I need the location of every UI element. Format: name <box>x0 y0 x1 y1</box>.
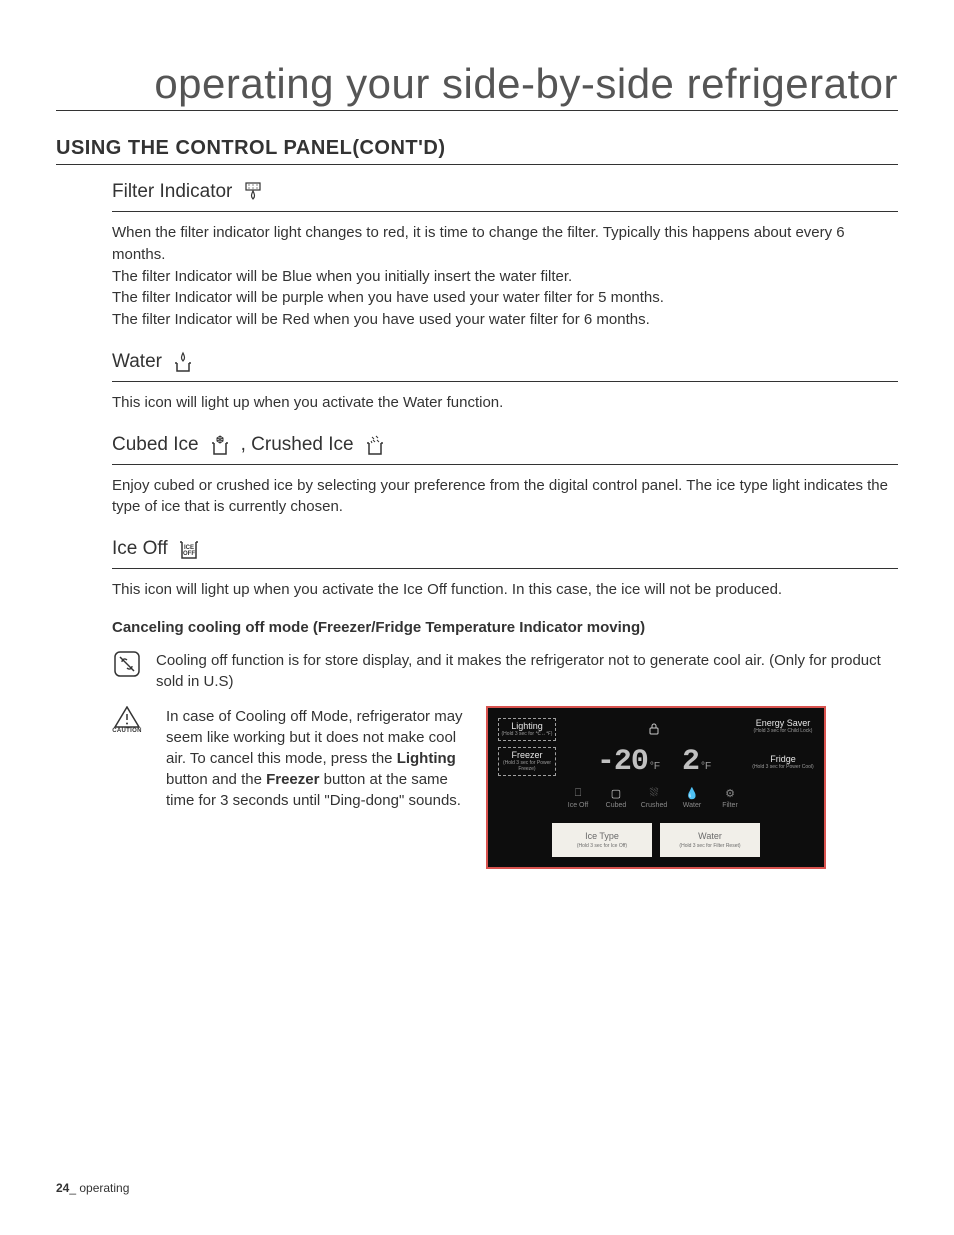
iceoff-body: This icon will light up when you activat… <box>112 579 898 601</box>
panel-fridge-button[interactable]: Fridge (Hold 3 sec for Power Cool) <box>752 754 814 770</box>
note2-b: Lighting <box>397 750 456 767</box>
section-heading: USING THE CONTROL PANEL(CONT'D) <box>56 137 898 165</box>
note-row: Cooling off function is for store displa… <box>112 650 898 692</box>
panel-water-sub: (Hold 3 sec for Filter Reset) <box>664 843 756 849</box>
filter-body: When the filter indicator light changes … <box>112 222 898 331</box>
lock-icon <box>556 722 752 739</box>
panel-energy-button[interactable]: Energy Saver (Hold 3 sec for Child Lock) <box>752 718 814 734</box>
note2-text: In case of Cooling off Mode, refrigerato… <box>166 706 466 811</box>
water-body: This icon will light up when you activat… <box>112 392 898 414</box>
note2-c: button and the <box>166 771 266 788</box>
panel-fridge-temp: 2°F <box>682 745 711 779</box>
water-heading: Water <box>112 349 898 382</box>
panel-water-button[interactable]: Water (Hold 3 sec for Filter Reset) <box>660 823 760 857</box>
panel-freezer-temp: -20°F <box>597 745 660 779</box>
svg-text:OFF: OFF <box>183 551 195 557</box>
iceoff-heading-text: Ice Off <box>112 538 168 560</box>
panel-cubed-indicator: ▢Cubed <box>599 787 633 809</box>
panel-icon-row: ⎕Ice Off ▢Cubed ⛆Crushed 💧Water ⚙Filter <box>556 787 752 809</box>
cubed-text: Cubed Ice <box>112 434 199 456</box>
control-panel: Lighting (Hold 3 sec for ℃↔℉) Freezer (H… <box>486 706 826 869</box>
ice-body: Enjoy cubed or crushed ice by selecting … <box>112 475 898 519</box>
panel-crushed-indicator: ⛆Crushed <box>637 787 671 809</box>
cubed-ice-icon <box>207 432 233 458</box>
panel-lighting-sub: (Hold 3 sec for ℃↔℉) <box>501 732 553 738</box>
panel-icetype-button[interactable]: Ice Type (Hold 3 sec for Ice Off) <box>552 823 652 857</box>
page-title: operating your side-by-side refrigerator <box>56 60 898 111</box>
panel-filter-indicator: ⚙Filter <box>713 787 747 809</box>
panel-water-indicator: 💧Water <box>675 787 709 809</box>
panel-water-label: Water <box>698 831 722 841</box>
panel-energy-sub: (Hold 3 sec for Child Lock) <box>752 728 814 734</box>
iceoff-heading: Ice Off ICEOFF <box>112 536 898 569</box>
note1-text: Cooling off function is for store displa… <box>156 650 898 692</box>
panel-fridge-label: Fridge <box>752 754 814 764</box>
panel-freezer-button[interactable]: Freezer (Hold 3 sec for Power Freeze) <box>498 747 556 776</box>
water-icon <box>170 349 196 375</box>
panel-freezer-sub: (Hold 3 sec for Power Freeze) <box>501 761 553 772</box>
caution-icon: CAUTION <box>112 706 142 734</box>
crushed-ice-icon <box>362 432 388 458</box>
caution-label: CAUTION <box>112 728 141 734</box>
panel-fridge-sub: (Hold 3 sec for Power Cool) <box>752 764 814 770</box>
panel-iceoff-indicator: ⎕Ice Off <box>561 787 595 809</box>
filter-heading: Filter Indicator <box>112 179 898 212</box>
filter-icon <box>240 179 266 205</box>
page-footer: 24_ operating <box>56 1181 129 1195</box>
page-number: 24 <box>56 1181 69 1195</box>
iceoff-icon: ICEOFF <box>176 536 202 562</box>
cancel-heading: Canceling cooling off mode (Freezer/Frid… <box>112 619 898 636</box>
panel-lighting-button[interactable]: Lighting (Hold 3 sec for ℃↔℉) <box>498 718 556 741</box>
footer-label: _ operating <box>69 1181 129 1195</box>
water-heading-text: Water <box>112 351 162 373</box>
note2-d: Freezer <box>266 771 319 788</box>
panel-energy-label: Energy Saver <box>752 718 814 728</box>
panel-icetype-sub: (Hold 3 sec for Ice Off) <box>556 843 648 849</box>
filter-heading-text: Filter Indicator <box>112 181 232 203</box>
note-icon <box>112 650 142 678</box>
crushed-text: , Crushed Ice <box>241 434 354 456</box>
ice-heading: Cubed Ice , Crushed Ice <box>112 432 898 465</box>
panel-icetype-label: Ice Type <box>585 831 619 841</box>
